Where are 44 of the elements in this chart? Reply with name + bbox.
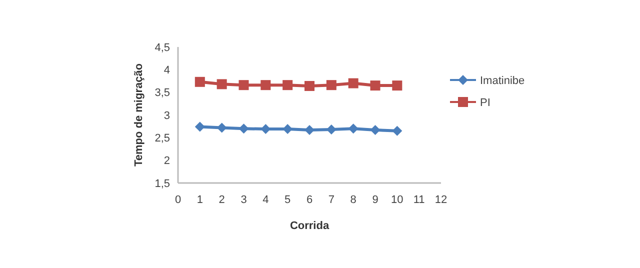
y-tick-label: 1,5 [154, 178, 170, 190]
point [370, 80, 380, 91]
point [304, 124, 314, 135]
y-tick-label: 2 [164, 155, 170, 168]
x-tick-label: 6 [306, 194, 313, 206]
point [216, 122, 227, 133]
point [326, 80, 336, 90]
x-tick-label: 5 [284, 194, 291, 206]
y-tick-label: 4 [164, 64, 170, 77]
x-tick-label: 1 [196, 194, 203, 206]
point [348, 124, 358, 134]
point [304, 80, 314, 91]
x-tick-label: 0 [174, 194, 182, 206]
y-tick-label: 2,5 [154, 132, 170, 145]
point [392, 80, 402, 91]
x-tick-label: 7 [328, 194, 334, 206]
x-tick-label: 3 [240, 194, 247, 206]
x-tick-label: 10 [391, 194, 404, 206]
legend-label: PI [480, 96, 490, 109]
point [282, 124, 293, 134]
x-tick-label: 9 [372, 194, 378, 206]
point [216, 79, 227, 90]
point [238, 124, 249, 134]
legend-label: Imatinibe [480, 74, 525, 87]
y-tick-label: 4,5 [154, 42, 170, 54]
x-tick-label: 8 [350, 194, 356, 206]
point [282, 80, 293, 90]
point [194, 76, 205, 87]
point [260, 124, 271, 134]
x-tick-label: 4 [262, 194, 269, 206]
y-axis-title: Tempo de migração [133, 63, 145, 167]
point [326, 124, 336, 135]
point [392, 126, 402, 136]
x-axis-title: Corrida [290, 220, 330, 232]
point [370, 124, 380, 135]
x-tick-label: 12 [434, 194, 448, 206]
x-tick-label: 11 [413, 194, 425, 206]
y-tick-label: 3 [164, 110, 170, 122]
point [238, 80, 249, 90]
y-tick-label: 3,5 [154, 87, 170, 100]
point [194, 122, 205, 132]
point [260, 80, 271, 90]
point [348, 78, 358, 88]
x-tick-label: 2 [218, 194, 225, 206]
